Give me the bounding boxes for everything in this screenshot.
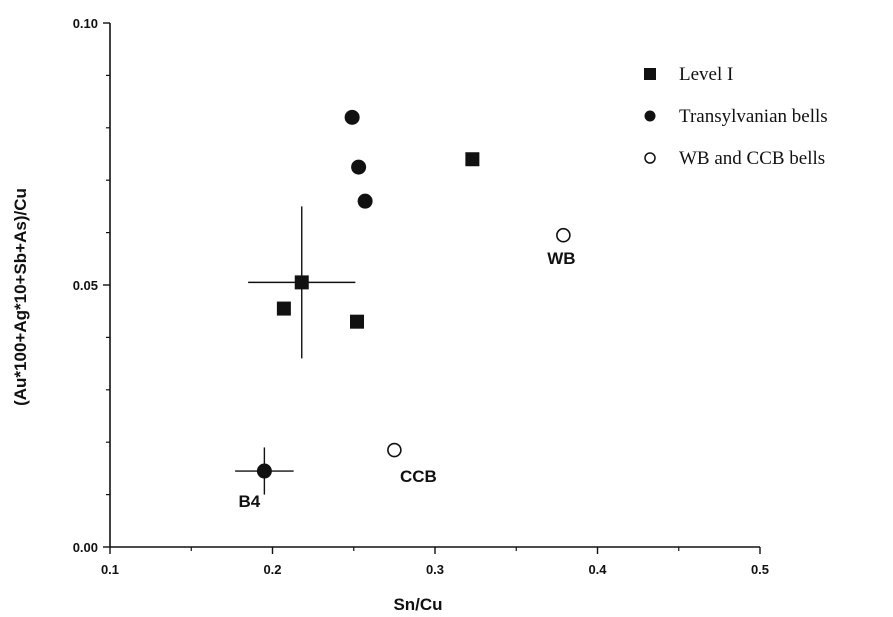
x-tick-label: 0.2 [263,562,281,577]
y-tick-label: 0.05 [73,278,98,293]
x-tick-label: 0.5 [751,562,769,577]
error-bars [235,206,356,495]
x-tick-label: 0.4 [588,562,607,577]
data-points [256,109,571,479]
point-annotations: B4 WB CCB [239,249,576,511]
legend-label: Level I [679,64,733,85]
legend: Level I Transylvanian bells WB and CCB bel… [644,64,828,169]
x-tick-label: 0.1 [101,562,119,577]
y-tick-label: 0.00 [73,540,98,555]
legend-label: Transylvanian bells [679,106,828,127]
legend-label: WB and CCB bells [679,148,825,169]
y-axis-label: (Au*100+Ag*10+Sb+As)/Cu [11,188,30,406]
point-label: CCB [400,467,437,486]
data-point-filled-circle [344,109,360,125]
point-label: B4 [239,492,261,511]
data-point-filled-circle [351,159,367,175]
x-axis-label: Sn/Cu [393,595,442,614]
point-label: WB [547,249,575,268]
data-point-square [465,152,480,167]
data-point-filled-circle [357,193,373,209]
legend-marker-open-circle [644,152,656,164]
y-axis-ticks: 0.00 0.05 0.10 [73,16,110,555]
data-point-filled-circle [256,463,272,479]
y-tick-label: 0.10 [73,16,98,31]
data-point-open-circle [387,442,402,458]
data-point-square [276,301,291,316]
data-point-square [350,314,364,329]
x-axis-ticks: 0.1 0.2 0.3 0.4 0.5 [101,547,769,577]
legend-marker-filled-circle [644,110,656,122]
legend-marker-square [644,68,656,80]
data-point-open-circle [556,227,571,243]
data-point-square [294,275,309,290]
x-tick-label: 0.3 [426,562,444,577]
